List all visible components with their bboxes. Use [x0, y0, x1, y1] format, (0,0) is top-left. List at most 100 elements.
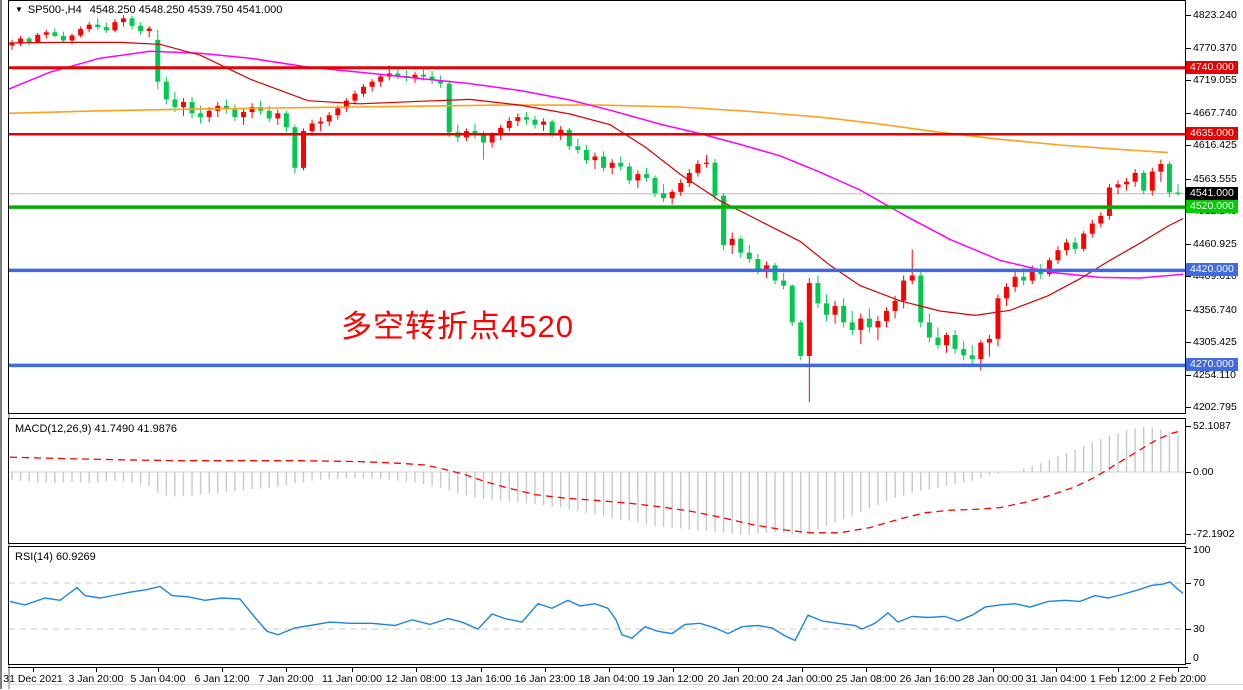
- time-axis-label: 24 Jan 00:00: [771, 673, 833, 685]
- candle-body: [300, 131, 306, 168]
- candle-body: [866, 318, 872, 328]
- candle-body: [883, 310, 889, 322]
- candle-body: [26, 38, 32, 43]
- candle-body: [232, 109, 238, 118]
- candle-body: [944, 335, 950, 346]
- candle-body: [926, 322, 932, 338]
- time-axis-label: 28 Jan 00:00: [962, 673, 1024, 685]
- time-tick: [33, 668, 34, 672]
- candlestick-chart[interactable]: [9, 1, 1185, 413]
- candle-body: [669, 191, 675, 199]
- price-axis-label: 4563.555: [1193, 172, 1237, 185]
- price-axis-label: 4667.740: [1193, 106, 1237, 119]
- price-level-badge: 4635.000: [1186, 127, 1238, 141]
- candle-body: [438, 80, 444, 84]
- candle-body: [558, 129, 564, 134]
- candle-body: [755, 259, 761, 271]
- price-level-badge: 4520.000: [1186, 200, 1238, 214]
- price-axis-label: 4202.795: [1193, 401, 1237, 414]
- candle-body: [506, 120, 512, 128]
- candle-body: [378, 76, 384, 82]
- candle-body: [352, 93, 358, 101]
- macd-tick: [1186, 471, 1191, 473]
- candle-body: [266, 110, 272, 119]
- candle-body: [1064, 242, 1070, 251]
- candle-body: [729, 238, 735, 246]
- candle-body: [1029, 269, 1035, 281]
- candle-body: [721, 195, 727, 246]
- candle-body: [361, 86, 367, 94]
- macd-axis-label: -72.1902: [1193, 528, 1235, 541]
- macd-panel[interactable]: MACD(12,26,9) 41.7490 41.9876: [8, 418, 1186, 544]
- candle-body: [892, 300, 898, 311]
- time-axis[interactable]: 31 Dec 2021 3 Jan 20:00 5 Jan 04:00 6 Jan 1…: [3, 667, 1206, 690]
- candle-body: [695, 164, 701, 173]
- candle-body: [292, 127, 298, 168]
- time-tick: [673, 668, 674, 672]
- candle-body: [712, 162, 718, 196]
- symbol-dropdown-icon[interactable]: ▼: [15, 5, 23, 14]
- time-axis-label: 12 Jan 08:00: [385, 673, 447, 685]
- candle-body: [95, 24, 101, 28]
- candle-body: [112, 22, 118, 31]
- rsi-tick: [1186, 663, 1191, 664]
- price-chart-panel[interactable]: ▼ SP500-,H4 4548.250 4548.250 4539.750 454…: [8, 0, 1186, 414]
- annotation-text[interactable]: 多空转折点4520: [341, 309, 574, 344]
- time-axis-label: 3 Jan 20:00: [68, 673, 124, 685]
- candle-body: [661, 193, 667, 199]
- candle-body: [240, 112, 246, 118]
- candle-body: [1081, 233, 1087, 249]
- candle-body: [155, 39, 161, 82]
- candle-body: [1004, 286, 1010, 299]
- rsi-tick: [1186, 628, 1191, 630]
- time-tick: [545, 668, 546, 672]
- time-tick: [993, 668, 994, 672]
- mid-ma-line[interactable]: [9, 50, 1184, 279]
- candle-body: [335, 108, 341, 116]
- price-tick: [1186, 178, 1191, 180]
- candle-body: [823, 303, 829, 315]
- candle-body: [138, 25, 144, 31]
- rsi-chart[interactable]: [9, 547, 1185, 664]
- time-tick: [1178, 668, 1179, 672]
- rsi-panel[interactable]: RSI(14) 60.9269: [8, 546, 1186, 665]
- rsi-axis-label: 70: [1193, 576, 1205, 589]
- candle-body: [763, 265, 769, 271]
- time-axis-label: 13 Jan 16:00: [450, 673, 512, 685]
- candle-body: [446, 83, 452, 133]
- slow-ma-line[interactable]: [9, 104, 1169, 154]
- candle-body: [369, 81, 375, 87]
- candle-body: [35, 34, 41, 43]
- candle-body: [806, 283, 812, 356]
- candle-body: [841, 305, 847, 323]
- candle-body: [9, 43, 15, 46]
- candle-body: [189, 101, 195, 114]
- rsi-title: RSI(14) 60.9269: [15, 551, 96, 563]
- time-tick: [481, 668, 482, 672]
- candle-body: [249, 106, 255, 113]
- time-tick: [930, 668, 931, 672]
- candle-body: [652, 177, 658, 194]
- price-level-badge: 4541.000: [1186, 186, 1238, 200]
- candle-body: [1158, 164, 1164, 172]
- rsi-axis-label: 30: [1193, 622, 1205, 635]
- macd-chart[interactable]: [9, 419, 1185, 543]
- fast-ma-line[interactable]: [9, 41, 1184, 317]
- candle-body: [995, 298, 1001, 339]
- time-axis-label: 7 Jan 20:00: [258, 673, 314, 685]
- price-tick: [1186, 47, 1191, 49]
- candle-body: [858, 318, 864, 330]
- candle-body: [901, 280, 907, 301]
- ohlc-values: 4548.250 4548.250 4539.750 4541.000: [89, 4, 283, 16]
- candle-body: [1106, 187, 1112, 216]
- candle-body: [1012, 276, 1018, 287]
- candle-body: [1124, 181, 1130, 185]
- time-axis-label: 26 Jan 16:00: [899, 673, 961, 685]
- time-axis-label: 25 Jan 08:00: [835, 673, 897, 685]
- time-axis-label: 18 Jan 04:00: [578, 673, 640, 685]
- candle-body: [1021, 276, 1027, 281]
- candle-body: [832, 305, 838, 315]
- time-axis-label: 16 Jan 23:00: [514, 673, 576, 685]
- candle-body: [481, 134, 487, 143]
